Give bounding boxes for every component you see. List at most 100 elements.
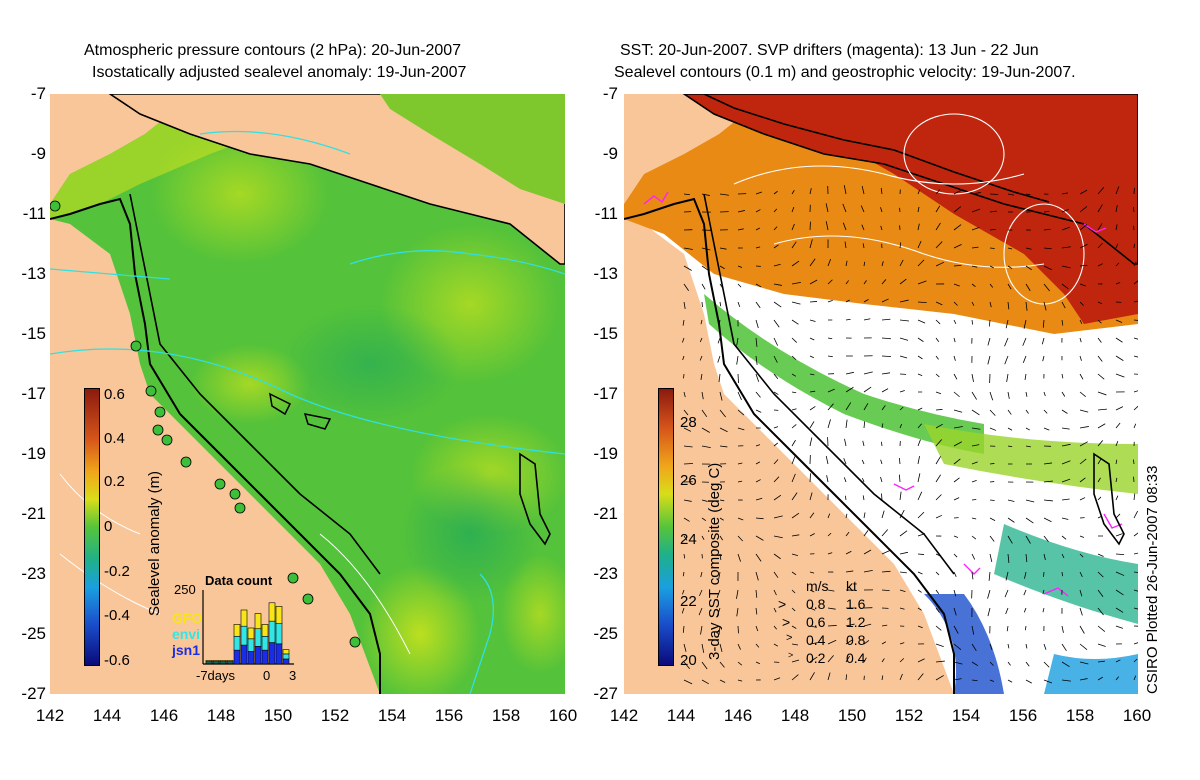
velocity-vector [1061,535,1067,540]
velocity-vector [899,390,905,393]
velocity-vector [755,571,759,581]
velocity-vector [881,589,890,592]
velocity-vector [844,438,847,447]
velocity-vector [791,492,798,501]
right-y-tick: -23 [593,564,618,583]
velocity-vector [809,279,818,285]
velocity-vector [773,373,779,380]
velocity-vector [1004,589,1009,598]
velocity-vector [1042,589,1045,595]
velocity-vector [935,589,940,595]
velocity-vector [935,319,941,325]
velocity-vector [809,355,815,359]
velocity-vector [880,476,883,483]
velocity-vector [827,419,831,429]
velocity-vector [863,530,869,537]
velocity-vector [935,423,943,429]
velocity-vector [773,337,779,346]
velocity-vector [737,427,745,431]
velocity-vector [1133,261,1137,267]
velocity-vector [989,499,995,501]
velocity-vector [935,514,943,519]
velocity-vector [1115,676,1119,681]
velocity-vector [862,243,865,249]
velocity-vector [899,259,904,267]
data-count-bar [247,638,255,652]
velocity-vector [1115,319,1123,323]
speed-arrow-0: > [778,596,787,612]
data-count-bar [247,651,255,665]
velocity-vector [699,589,703,597]
velocity-vector [1025,517,1034,524]
velocity-vector [683,373,685,379]
velocity-vector [1079,571,1083,577]
left-x-tick: 156 [434,706,464,725]
data-count-bar [240,609,248,627]
velocity-vector [953,643,962,651]
velocity-vector [701,517,707,522]
velocity-vector [1079,337,1082,343]
velocity-vector [917,473,921,483]
velocity-vector [791,534,800,537]
velocity-vector [1097,496,1102,501]
sealevel-tick-4: -0.2 [104,563,130,580]
velocity-vector [971,479,977,483]
velocity-vector [716,589,721,598]
velocity-vector [1025,247,1032,250]
right-x-tick: 142 [609,706,639,725]
velocity-vector [988,319,991,327]
velocity-vector [701,391,704,400]
velocity-vector [1115,659,1121,663]
velocity-vector [953,373,958,380]
velocity-vector [755,444,761,447]
velocity-vector [971,192,981,195]
velocity-vector [1025,391,1028,397]
velocity-vector [755,553,762,562]
data-count-bar [254,646,262,665]
velocity-vector [1023,607,1027,613]
velocity-vector [1115,440,1119,447]
velocity-vector [826,475,829,483]
velocity-vector [899,530,908,537]
velocity-vector [1097,373,1105,380]
velocity-vector [791,391,797,394]
velocity-vector [755,589,758,598]
velocity-vector [773,643,779,647]
velocity-vector [971,427,981,430]
velocity-vector [682,625,685,633]
velocity-vector [755,209,761,213]
sst-map [624,94,1138,694]
velocity-vector [719,553,722,561]
velocity-vector [1133,405,1138,411]
velocity-vector [881,337,891,340]
velocity-vector [809,512,815,519]
velocity-vector [1079,661,1089,665]
velocity-vector [989,210,997,213]
left-x-tick: 148 [206,706,236,725]
inset-xlabel-left: -7days [196,668,236,683]
velocity-vector [700,319,703,325]
velocity-vector [971,517,977,520]
velocity-vector [773,263,781,267]
velocity-vector [917,189,920,195]
speed-legend: > 0.8 1.6 > 0.6 1.2 > 0.4 0.8 > 0.2 0.4 [778,596,878,668]
velocity-vector [863,386,872,393]
velocity-vector [953,625,959,634]
velocity-vector [827,607,836,610]
velocity-vector [809,337,815,341]
velocity-vector [700,571,703,578]
inset-envi-label: envi [172,626,201,642]
left-x-tick: 146 [149,706,179,725]
data-count-bar [261,649,269,665]
velocity-vector [1005,571,1009,581]
velocity-vector [953,206,962,213]
velocity-vector [773,476,780,483]
velocity-vector [1007,193,1015,196]
velocity-vector [953,301,958,306]
velocity-vector [1043,391,1046,397]
velocity-vector [791,207,795,213]
velocity-vector [719,409,726,418]
sealevel-tick-3: 0 [104,518,113,535]
velocity-vector [755,517,764,520]
velocity-vector [1043,265,1052,271]
